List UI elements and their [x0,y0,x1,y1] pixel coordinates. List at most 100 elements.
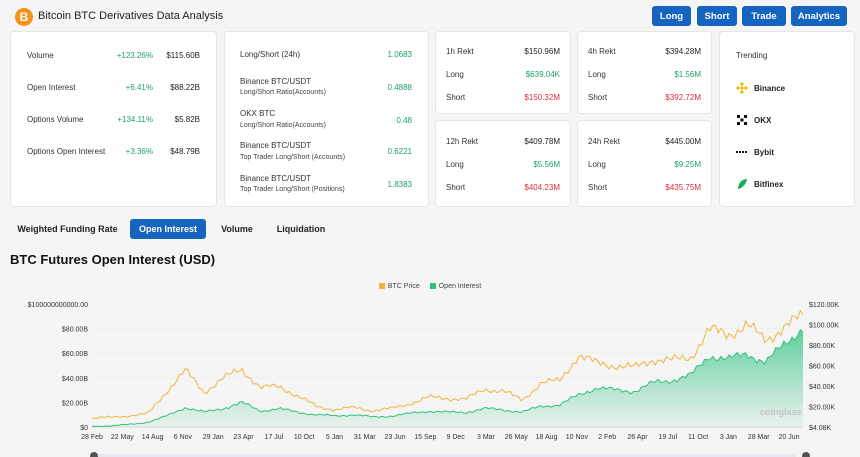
page-title: BTC Futures Open Interest (USD) [10,252,216,267]
x-axis-tick-label: 22 May [111,434,134,441]
ratio-sublabel: Long/Short Ratio(Accounts) [240,89,326,96]
trending-item-bitfinex[interactable]: Bitfinex [736,178,783,190]
right-axis-tick-label: $80.00K [809,343,835,350]
rekt-long-label: Long [446,70,464,79]
ratios-card: Long/Short (24h) 1.0683 Binance BTC/USDT… [224,31,429,207]
rekt-long-value: $9.25M [674,160,701,169]
overview-label: Options Open Interest [27,147,106,156]
rekt-short-label: Short [446,93,466,102]
x-axis-tick-label: 5 Jan [326,434,343,441]
rekt-long-value: $5.56M [533,160,560,169]
right-axis-tick-label: $40.00K [809,384,835,391]
rekt-title: 4h Rekt [588,47,616,56]
x-axis: 28 Feb 22 May 14 Aug 6 Nov 29 Jan 23 Apr 17 Ju… [81,434,800,441]
overview-value: $5.82B [174,115,200,124]
trending-item-label: Bitfinex [754,179,784,189]
overview-change: +6.41% [125,83,153,92]
ratio-label: Binance BTC/USDT [240,77,312,86]
x-axis-tick-label: 19 Jul [658,434,677,441]
legend-open-interest[interactable]: Open Interest [429,283,482,290]
bitfinex-icon [738,179,747,189]
trade-button[interactable]: Trade [742,6,786,26]
long-button[interactable]: Long [652,6,691,26]
x-axis-tick-label: 9 Dec [447,434,466,441]
legend-label: BTC Price [387,283,420,290]
rekt-long-label: Long [588,160,606,169]
x-axis-tick-label: 3 Jan [720,434,737,441]
ratio-value: 0.48 [396,116,412,125]
left-axis-tick-label: $20.00B [62,400,88,407]
overview-label: Options Volume [27,115,84,124]
ratio-value: 0.4888 [387,83,412,92]
header: B Bitcoin BTC Derivatives Data Analysis … [0,0,860,30]
ratio-sublabel: Long/Short Ratio(Accounts) [240,122,326,129]
ratio-label: OKX BTC [240,109,276,118]
legend-btc-price[interactable]: BTC Price [378,283,420,290]
legend-swatch-price [378,283,385,290]
right-axis-tick-label: $4.08K [809,425,832,432]
range-slider-right-handle[interactable] [802,452,810,457]
rekt-long-label: Long [446,160,464,169]
overview-label: Open Interest [27,83,76,92]
overview-value: $48.79B [170,147,200,156]
overview-card: Volume +123.26% $115.60B Open Interest +… [10,31,217,207]
x-axis-tick-label: 28 Mar [748,434,770,441]
short-button[interactable]: Short [697,6,737,26]
rekt-short-value: $392.72M [665,93,701,102]
binance-icon [736,82,748,94]
rekt-card-12h: 12h Rekt $409.78M Long $5.56M Short $404… [435,120,571,207]
ratio-label: Binance BTC/USDT [240,174,312,183]
ratio-label: Long/Short (24h) [240,50,301,59]
range-slider[interactable] [96,454,796,457]
x-axis-tick-label: 26 May [505,434,528,441]
rekt-title: 12h Rekt [446,137,479,146]
bitcoin-logo-icon: B [15,8,33,26]
left-axis-tick-label: $100000000000.00 [28,302,88,309]
right-axis: $4.08K $20.00K $40.00K $60.00K $80.00K $100.0… [809,302,839,432]
bybit-icon [736,151,747,153]
x-axis-tick-label: 2 Feb [598,434,616,441]
x-axis-tick-label: 23 Jun [385,434,406,441]
tab-open-interest[interactable]: Open Interest [130,219,206,239]
right-axis-tick-label: $120.00K [809,302,839,309]
ratio-value: 1.0683 [387,50,412,59]
overview-change: +123.26% [116,51,153,60]
left-axis: $0 $20.00B $40.00B $60.00B $80.00B $100000000… [28,302,89,432]
range-slider-left-handle[interactable] [90,452,98,457]
app-title: Bitcoin BTC Derivatives Data Analysis [38,10,224,22]
legend-label: Open Interest [438,283,482,290]
ratio-sublabel: Top Trader Long/Short (Positions) [240,186,345,193]
ratio-label: Binance BTC/USDT [240,141,312,150]
x-axis-tick-label: 31 Mar [354,434,376,441]
rekt-short-value: $404.23M [524,183,560,192]
ratio-sublabel: Top Trader Long/Short (Accounts) [240,154,346,161]
trending-item-label: Binance [754,83,786,93]
right-axis-tick-label: $20.00K [809,405,835,412]
trending-item-binance[interactable]: Binance [736,82,785,94]
rekt-total: $409.78M [524,137,560,146]
x-axis-tick-label: 3 Mar [477,434,496,441]
rekt-long-value: $1.56M [674,70,701,79]
rekt-card-1h: 1h Rekt $150.96M Long $639.04K Short $15… [435,31,571,114]
overview-value: $88.22B [170,83,200,92]
x-axis-tick-label: 29 Jan [203,434,224,441]
analytics-button[interactable]: Analytics [791,6,847,26]
trending-item-bybit[interactable]: Bybit [736,146,774,158]
watermark: coinglass [760,407,802,417]
trending-item-okx[interactable]: OKX [736,114,771,126]
tab-liquidation[interactable]: Liquidation [276,224,326,234]
tab-weighted-funding-rate[interactable]: Weighted Funding Rate [17,224,118,234]
tab-volume[interactable]: Volume [221,224,253,234]
x-axis-tick-label: 26 Apr [627,434,648,441]
left-axis-tick-label: $40.00B [62,376,88,383]
open-interest-chart: $0 $20.00B $40.00B $60.00B $80.00B $100000000… [28,302,839,457]
rekt-short-label: Short [588,93,608,102]
overview-label: Volume [27,51,54,60]
overview-change: +3.36% [125,147,153,156]
left-axis-tick-label: $0 [80,425,88,432]
trending-item-label: Bybit [754,147,774,157]
okx-icon [737,115,747,125]
trending-card: Trending Binance OKX Bybit Bitfinex [719,31,855,207]
rekt-total: $445.00M [665,137,701,146]
x-axis-tick-label: 20 Jun [778,434,799,441]
